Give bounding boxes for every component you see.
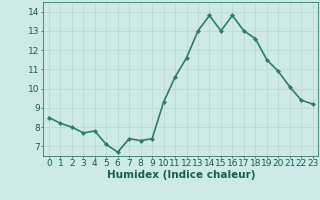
X-axis label: Humidex (Indice chaleur): Humidex (Indice chaleur) [107,170,255,180]
